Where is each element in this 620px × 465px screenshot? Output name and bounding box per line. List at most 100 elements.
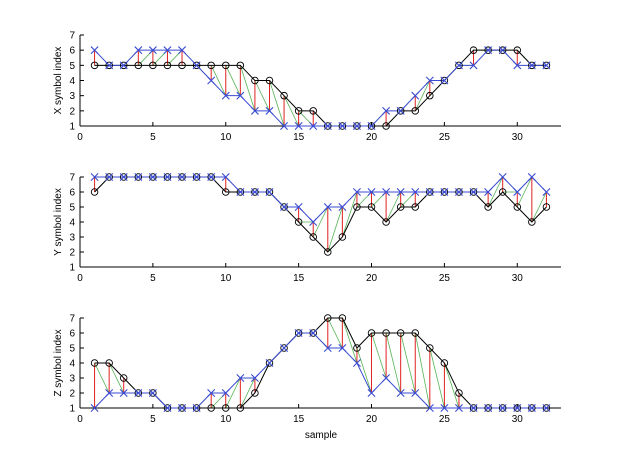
cross-marker bbox=[454, 404, 463, 412]
circle-marker bbox=[309, 107, 317, 115]
cross-marker bbox=[542, 188, 551, 196]
x-tick-label: 25 bbox=[439, 273, 451, 284]
y-axis-label: X symbol index bbox=[53, 47, 64, 115]
circle-marker bbox=[90, 188, 99, 196]
y-axis-label: Y symbol index bbox=[53, 188, 64, 256]
transition-line bbox=[239, 65, 256, 111]
circle-marker bbox=[309, 233, 317, 241]
transition-line bbox=[94, 362, 110, 394]
cross-marker bbox=[425, 404, 434, 412]
transition-line bbox=[414, 80, 431, 112]
x-tick-label: 20 bbox=[366, 132, 378, 143]
x-tick-label: 15 bbox=[293, 132, 305, 143]
y-tick-label: 6 bbox=[69, 329, 75, 340]
transition-line bbox=[487, 176, 504, 208]
cross-marker bbox=[411, 91, 420, 100]
cross-marker bbox=[323, 203, 332, 211]
cross-marker bbox=[440, 404, 449, 412]
circle-marker bbox=[440, 188, 449, 196]
y-tick-label: 3 bbox=[69, 233, 75, 244]
cross-marker bbox=[90, 173, 99, 181]
cross-marker bbox=[323, 122, 332, 130]
panel-1: 1 2 3 4 5 6 7 0 5 10 15 20 25 30 X symbol index bbox=[53, 31, 561, 143]
cross-marker bbox=[119, 389, 128, 397]
cross-marker bbox=[192, 173, 201, 181]
transition-line bbox=[356, 347, 372, 394]
circle-marker bbox=[178, 61, 186, 70]
circle-marker bbox=[469, 188, 478, 196]
cross-marker bbox=[119, 173, 128, 181]
y-tick-label: 4 bbox=[69, 218, 75, 229]
transition-line bbox=[225, 65, 241, 96]
cross-marker bbox=[163, 404, 172, 412]
x-tick-label: 0 bbox=[77, 273, 83, 284]
cross-marker bbox=[396, 389, 405, 397]
cross-marker bbox=[382, 188, 391, 196]
cross-marker bbox=[221, 389, 230, 397]
circle-marker bbox=[163, 404, 172, 412]
transition-line bbox=[516, 176, 533, 208]
x-tick-label: 10 bbox=[220, 273, 232, 284]
cross-marker bbox=[134, 173, 143, 181]
circle-marker bbox=[178, 404, 186, 412]
transition-line bbox=[312, 206, 329, 238]
cross-marker bbox=[498, 404, 507, 412]
circle-marker bbox=[455, 389, 463, 397]
circle-marker bbox=[119, 374, 128, 382]
cross-marker bbox=[163, 46, 172, 55]
cross-marker bbox=[498, 173, 507, 181]
transition-line bbox=[429, 347, 445, 409]
circle-marker bbox=[294, 107, 303, 115]
cross-marker bbox=[323, 344, 332, 352]
circle-marker bbox=[265, 359, 274, 367]
circle-marker bbox=[236, 404, 245, 412]
circle-marker bbox=[163, 173, 172, 181]
circle-marker bbox=[134, 173, 143, 181]
y-tick-label: 5 bbox=[69, 203, 75, 214]
cross-marker bbox=[265, 106, 274, 115]
cross-marker bbox=[221, 91, 230, 100]
circle-marker bbox=[426, 344, 434, 352]
cross-marker bbox=[396, 106, 405, 115]
circle-marker bbox=[90, 359, 99, 367]
circle-marker bbox=[353, 122, 361, 130]
circle-marker bbox=[396, 203, 405, 211]
cross-marker bbox=[119, 61, 128, 70]
cross-marker bbox=[440, 188, 449, 196]
transition-line bbox=[239, 377, 256, 409]
circle-marker bbox=[484, 404, 492, 412]
circle-marker bbox=[396, 107, 405, 115]
cross-marker bbox=[265, 359, 274, 367]
cross-marker bbox=[338, 203, 347, 211]
cross-marker bbox=[542, 61, 551, 70]
circle-marker bbox=[149, 389, 157, 397]
circle-marker bbox=[440, 359, 449, 367]
circle-marker bbox=[367, 122, 376, 130]
circle-marker bbox=[469, 46, 478, 54]
transition-line bbox=[210, 65, 227, 96]
circle-marker bbox=[528, 404, 536, 412]
circle-marker bbox=[222, 404, 230, 412]
circle-marker bbox=[192, 61, 201, 70]
y-tick-label: 7 bbox=[69, 31, 75, 42]
circle-marker bbox=[90, 61, 99, 70]
panel-3: 1 2 3 4 5 6 7 0 5 10 15 20 25 30 Z symbol index bbox=[53, 314, 561, 425]
cross-marker bbox=[236, 188, 245, 196]
cross-marker bbox=[469, 404, 478, 412]
cross-marker bbox=[192, 61, 201, 70]
cross-marker bbox=[148, 173, 157, 181]
cross-marker bbox=[352, 122, 361, 130]
circle-marker bbox=[411, 107, 419, 115]
cross-marker bbox=[280, 203, 289, 211]
transition-line bbox=[269, 80, 285, 127]
cross-marker bbox=[425, 76, 434, 85]
cross-marker bbox=[513, 404, 522, 412]
cross-marker bbox=[134, 389, 143, 397]
panel-2: 1 2 3 4 5 6 7 0 5 10 15 20 25 30 Y symbol index bbox=[53, 173, 561, 284]
circle-marker bbox=[207, 61, 215, 70]
x-tick-label: 15 bbox=[293, 273, 305, 284]
cross-marker bbox=[454, 61, 463, 70]
cross-marker bbox=[90, 404, 99, 412]
